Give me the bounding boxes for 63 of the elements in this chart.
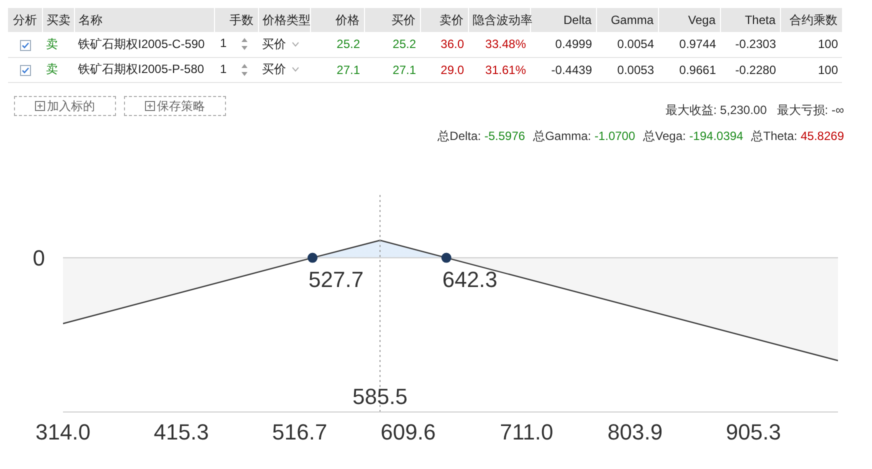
- text: 买卖: [42, 8, 74, 32]
- text: 29.0: [440, 62, 465, 78]
- text: Delta: [563, 13, 592, 27]
- text: 手数: [214, 8, 258, 32]
- text: 27.1: [392, 62, 417, 78]
- ref-line-label: 0: [32, 246, 45, 271]
- text: Gamma: [596, 8, 658, 32]
- x-tick-label: 905.3: [726, 420, 781, 445]
- text: 卖价: [420, 8, 468, 32]
- x-tick-label: 516.7: [272, 420, 328, 445]
- text: 铁矿石期权I2005-P-580: [77, 61, 206, 78]
- x-tick-label: 609.6: [380, 420, 436, 445]
- text: 价格类型: [258, 8, 310, 32]
- text: 0.0054: [616, 36, 655, 54]
- text: 0.9661: [678, 62, 717, 78]
- text: 27.1: [336, 62, 361, 78]
- text: 25.2: [392, 36, 417, 54]
- text: 卖: [45, 36, 59, 53]
- text: 合约乘数: [780, 8, 842, 32]
- text: 0.9744: [678, 36, 717, 54]
- annotation: 527.7: [308, 266, 364, 292]
- text: 名称: [74, 8, 214, 32]
- text: -0.2303: [734, 36, 777, 54]
- text: 铁矿石期权I2005-C-590: [77, 36, 206, 53]
- text: -0.2280: [734, 62, 777, 78]
- text: -1.0700: [594, 129, 636, 143]
- annotation: 642.3: [442, 266, 498, 292]
- text: 买价: [262, 36, 287, 53]
- x-tick-label: 803.9: [608, 420, 663, 445]
- text: 加入标的: [14, 96, 116, 116]
- text: 分析: [8, 8, 42, 32]
- text: 0.0053: [616, 62, 655, 78]
- text: 价格: [310, 8, 364, 32]
- text: -194.0394: [689, 129, 744, 143]
- text: 36.0: [440, 36, 465, 54]
- x-tick-label: 711.0: [500, 420, 554, 445]
- text: Vega: [658, 8, 720, 32]
- ref-line-label: 585.5: [352, 384, 408, 409]
- text: 最大收益: 5,230.00: [665, 103, 767, 117]
- text: 25.2: [336, 36, 361, 54]
- text: 0.4999: [554, 36, 593, 54]
- text: 隐含波动率: [468, 8, 532, 32]
- text: 总Gamma:: [533, 129, 592, 143]
- text: 总Theta:: [751, 129, 798, 143]
- text: -0.4439: [550, 62, 593, 78]
- text: 卖: [45, 61, 59, 78]
- text: 1: [220, 36, 228, 50]
- text: 总Vega:: [643, 129, 687, 143]
- text: 买价: [364, 8, 420, 32]
- text: 31.61%: [484, 62, 527, 78]
- text: -5.5976: [484, 129, 526, 143]
- text: 33.48%: [484, 36, 527, 54]
- text: 保存策略: [124, 96, 226, 116]
- text: 100: [816, 36, 839, 54]
- text: 100: [816, 62, 839, 78]
- text: Theta: [720, 8, 780, 32]
- x-tick-label: 314.0: [35, 420, 91, 445]
- text: 买价: [262, 61, 287, 78]
- text: 45.8269: [800, 129, 844, 143]
- text: 总Delta:: [438, 129, 482, 143]
- text: 最大亏损: -∞: [776, 103, 844, 117]
- x-tick-label: 415.3: [154, 420, 209, 445]
- text: 1: [220, 62, 228, 76]
